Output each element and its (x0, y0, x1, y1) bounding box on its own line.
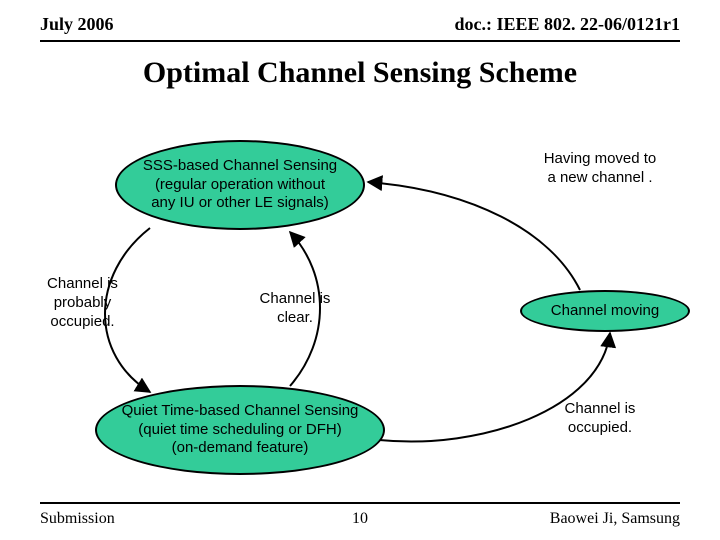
header-doc-id: doc.: IEEE 802. 22-06/0121r1 (454, 14, 680, 35)
label-having: Having moved to a new channel . (510, 150, 690, 188)
node-sss-label: SSS-based Channel Sensing (regular opera… (143, 157, 337, 213)
node-quiet: Quiet Time-based Channel Sensing (quiet … (95, 385, 385, 475)
footer-rule (40, 502, 680, 504)
diagram-canvas: SSS-based Channel Sensing (regular opera… (0, 100, 720, 500)
header-date: July 2006 (40, 14, 114, 35)
header-rule (40, 40, 680, 42)
label-probably: Channel is probably occupied. (30, 275, 135, 331)
page-title: Optimal Channel Sensing Scheme (0, 56, 720, 90)
node-moving: Channel moving (520, 290, 690, 332)
label-clear: Channel is clear. (240, 290, 350, 328)
edge-moving-to-sss (368, 182, 580, 290)
label-occupied: Channel is occupied. (530, 400, 670, 438)
footer-author: Baowei Ji, Samsung (550, 510, 680, 528)
node-sss: SSS-based Channel Sensing (regular opera… (115, 140, 365, 230)
node-quiet-label: Quiet Time-based Channel Sensing (quiet … (122, 402, 359, 458)
node-moving-label: Channel moving (551, 302, 659, 321)
